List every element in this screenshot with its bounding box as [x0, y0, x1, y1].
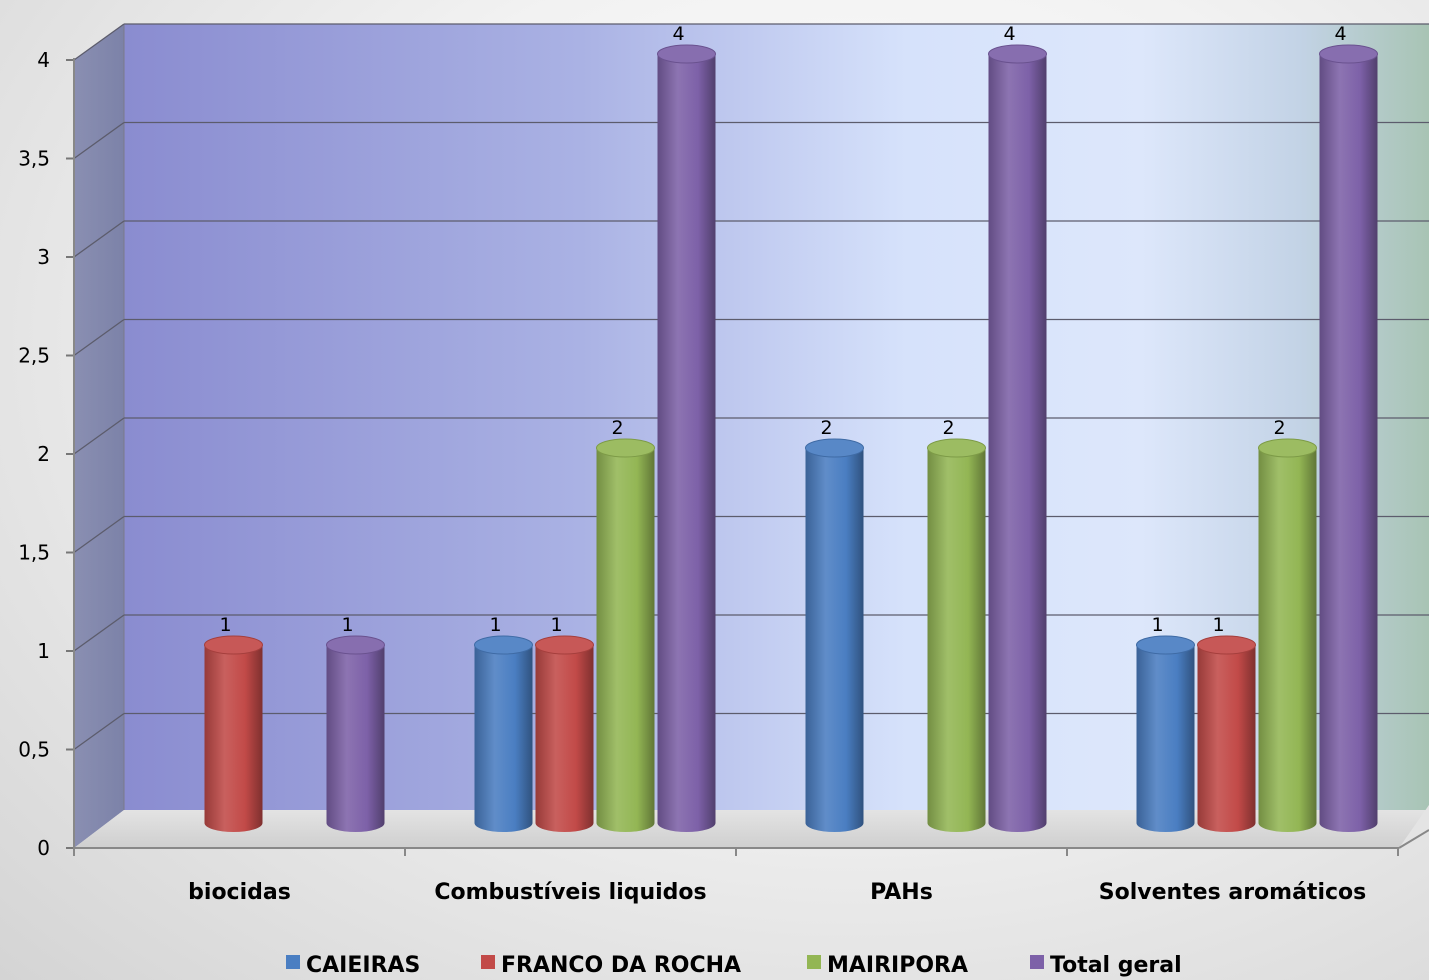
bars	[204, 44, 1378, 832]
legend-swatch	[481, 955, 495, 969]
legend-swatch	[286, 955, 300, 969]
bar-top	[326, 635, 385, 655]
gridline-side	[73, 515, 125, 554]
gridline-side	[73, 614, 125, 652]
legend-label: Total geral	[1050, 953, 1182, 978]
data-label: 1	[550, 614, 562, 636]
data-label: 4	[1003, 23, 1015, 45]
y-tick-label: 4	[37, 48, 50, 72]
bar-top	[805, 438, 864, 458]
legend-label: MAIRIPORA	[827, 953, 968, 978]
y-tick-label: 1,5	[18, 541, 50, 565]
bar-caieiras	[805, 448, 864, 832]
bar-caieiras	[474, 645, 533, 832]
y-tick-label: 3	[37, 245, 50, 269]
y-tick-label: 2,5	[18, 344, 50, 368]
data-label: 2	[820, 417, 832, 439]
bar-top	[474, 635, 533, 655]
axes: 0 0,5 1 1,5 2 2,5 3 3,5 4	[18, 48, 1429, 860]
bar-top	[988, 44, 1047, 64]
gridline-side	[73, 712, 125, 751]
legend-label: CAIEIRAS	[306, 953, 420, 978]
x-category-label: PAHs	[870, 880, 933, 905]
x-category-label: Combustíveis liquidos	[434, 880, 706, 905]
gridline-side	[73, 23, 125, 61]
bar-top	[657, 44, 716, 64]
category-labels: biocidas Combustíveis liquidos PAHs Solvent…	[188, 880, 1366, 905]
bar-total-geral	[1319, 54, 1378, 832]
gridline-side	[73, 121, 125, 160]
bar-top	[535, 635, 594, 655]
y-tick-label: 0,5	[18, 738, 50, 762]
bar-franco-da-rocha	[204, 645, 263, 832]
data-label: 2	[611, 417, 623, 439]
y-tick-label: 2	[37, 442, 50, 466]
data-label: 2	[942, 417, 954, 439]
bar-top	[1258, 438, 1317, 458]
bar-total-geral	[657, 54, 716, 832]
data-label: 1	[341, 614, 353, 636]
bar-top	[1136, 635, 1195, 655]
bar-top	[1197, 635, 1256, 655]
bar-mairipora	[596, 448, 655, 832]
gridline-side	[73, 220, 125, 258]
legend: CAIEIRAS FRANCO DA ROCHA MAIRIPORA Total ge…	[286, 953, 1182, 978]
bar-total-geral	[988, 54, 1047, 832]
floor	[74, 805, 1429, 848]
data-label: 1	[489, 614, 501, 636]
bar-top	[596, 438, 655, 458]
bar-mairipora	[1258, 448, 1317, 832]
legend-label: FRANCO DA ROCHA	[501, 953, 741, 978]
y-tick-label: 0	[37, 836, 50, 860]
x-axis-end	[1398, 829, 1429, 849]
bar-mairipora	[927, 448, 986, 832]
x-category-label: Solventes aromáticos	[1099, 880, 1367, 905]
data-label: 1	[219, 614, 231, 636]
gridline-side	[73, 318, 125, 357]
data-label: 4	[672, 23, 684, 45]
bar-top	[927, 438, 986, 458]
bar-franco-da-rocha	[535, 645, 594, 832]
data-label: 4	[1334, 23, 1346, 45]
bar-franco-da-rocha	[1197, 645, 1256, 832]
y-tick-label: 1	[37, 639, 50, 663]
bar-top	[1319, 44, 1378, 64]
data-labels: 1 1 1 1 2 4 2 2 4 1 1 2 4	[219, 23, 1346, 636]
data-label: 1	[1151, 614, 1163, 636]
x-category-label: biocidas	[188, 880, 291, 905]
bar-caieiras	[1136, 645, 1195, 832]
legend-swatch	[1030, 955, 1044, 969]
bar-top	[204, 635, 263, 655]
data-label: 1	[1212, 614, 1224, 636]
bar-total-geral	[326, 645, 385, 832]
y-tick-label: 3,5	[18, 147, 50, 171]
legend-swatch	[807, 955, 821, 969]
gridline-side	[73, 417, 125, 455]
data-label: 2	[1273, 417, 1285, 439]
